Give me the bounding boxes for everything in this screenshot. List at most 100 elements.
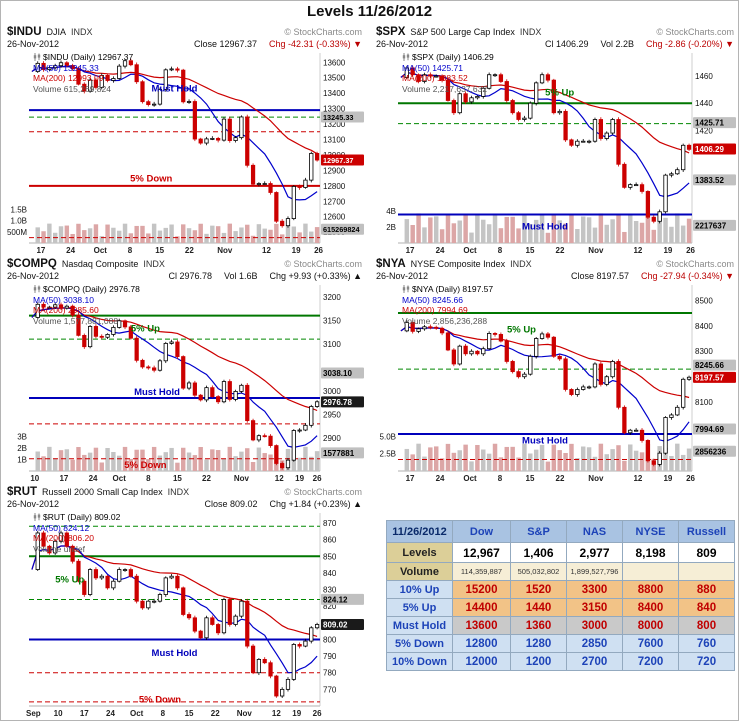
chart-panel-spx: $SPX S&P 500 Large Cap Index INDX © Stoc… bbox=[372, 25, 738, 255]
x-tick: 8 bbox=[161, 709, 166, 718]
chart-canvas: 1360013500134001330013200131001300012900… bbox=[7, 53, 364, 255]
volume-tick: 1B bbox=[17, 455, 27, 464]
chart-panel-indu: $INDU DJIA INDX © StockCharts.com 26-Nov… bbox=[3, 25, 366, 255]
ma50-line bbox=[31, 307, 318, 449]
svg-text:1383.52: 1383.52 bbox=[695, 176, 724, 185]
x-tick: 17 bbox=[80, 709, 89, 718]
x-tick: 8 bbox=[498, 246, 503, 255]
x-tick: 26 bbox=[313, 474, 322, 483]
svg-text:2856236: 2856236 bbox=[695, 447, 727, 456]
svg-text:615269824: 615269824 bbox=[323, 225, 360, 234]
volume-tick: 1.0B bbox=[11, 217, 27, 226]
price-tag: 615269824 bbox=[321, 223, 364, 235]
table-cell: 1,406 bbox=[510, 542, 567, 563]
chart-symbol: $RUT bbox=[7, 486, 38, 498]
table-cell: 1520 bbox=[510, 580, 567, 599]
y-tick: 2900 bbox=[323, 434, 341, 443]
candles bbox=[404, 65, 692, 224]
x-tick: 22 bbox=[211, 709, 220, 718]
chart-title-line: $COMPQ Nasdaq Composite INDX © StockChar… bbox=[7, 258, 362, 271]
chart-title-line: $RUT Russell 2000 Small Cap Index INDX ©… bbox=[7, 486, 362, 499]
svg-text:7994.69: 7994.69 bbox=[695, 425, 724, 434]
table-row: 10% Up 15200 1520 3300 8800 880 bbox=[386, 580, 735, 599]
y-tick: 870 bbox=[323, 519, 337, 528]
x-tick: Nov bbox=[217, 246, 233, 255]
x-tick: 22 bbox=[556, 474, 565, 483]
chart-copyright: © StockCharts.com bbox=[284, 27, 362, 37]
y-tick: 8500 bbox=[695, 296, 713, 305]
chart-quote-line: 26-Nov-2012 Cl 1406.29 Vol 2.2B Chg -2.8… bbox=[376, 39, 734, 51]
chart-header: $RUT Russell 2000 Small Cap Index INDX ©… bbox=[3, 485, 366, 511]
x-tick: Oct bbox=[94, 246, 108, 255]
x-tick: 19 bbox=[663, 246, 672, 255]
chart-canvas: 1460144014204B2B1425.711406.291383.52221… bbox=[386, 53, 736, 255]
chart-canvas: 870860850840830820810800790780770824.128… bbox=[26, 513, 364, 718]
volume-bars bbox=[404, 213, 692, 243]
x-tick: 12 bbox=[633, 246, 642, 255]
table-cell: 800 bbox=[678, 616, 735, 635]
svg-text:824.12: 824.12 bbox=[323, 595, 348, 604]
y-tick: 13500 bbox=[323, 74, 346, 83]
y-tick: 3200 bbox=[323, 293, 341, 302]
x-tick: 8 bbox=[146, 474, 151, 483]
x-tick: 15 bbox=[185, 709, 194, 718]
y-tick: 3000 bbox=[323, 387, 341, 396]
table-cell: 880 bbox=[678, 580, 735, 599]
table-row: 5% Up 14400 1440 3150 8400 840 bbox=[386, 598, 735, 617]
chart-change-value: Chg -2.86 (-0.20%) ▼ bbox=[646, 39, 734, 49]
y-tick: 830 bbox=[323, 586, 337, 595]
table-cell: 1280 bbox=[510, 634, 567, 653]
table-header-col: Dow bbox=[452, 520, 511, 543]
volume-tick: 2B bbox=[386, 223, 396, 232]
y-tick: 3100 bbox=[323, 340, 341, 349]
ma200-line bbox=[400, 326, 690, 399]
y-tick: 13300 bbox=[323, 105, 346, 114]
y-tick: 12900 bbox=[323, 166, 346, 175]
svg-text:8245.66: 8245.66 bbox=[695, 361, 724, 370]
x-tick: 17 bbox=[36, 246, 45, 255]
chart-plot-area: 1360013500134001330013200131001300012900… bbox=[3, 51, 366, 255]
chart-exchange: INDX bbox=[519, 27, 542, 37]
chart-copyright: © StockCharts.com bbox=[284, 487, 362, 497]
table-cell: 2700 bbox=[566, 652, 623, 671]
x-tick: 24 bbox=[106, 709, 115, 718]
table-cell: 840 bbox=[678, 598, 735, 617]
chart-index-name: S&P 500 Large Cap Index bbox=[410, 27, 515, 37]
x-tick: 8 bbox=[128, 246, 133, 255]
price-tag: 3038.10 bbox=[321, 367, 364, 379]
svg-text:1406.29: 1406.29 bbox=[695, 145, 724, 154]
table-cell: 1360 bbox=[510, 616, 567, 635]
chart-canvas: 3200 3150 3100 3000 2950 2900 3B 2B 1B 3038.10 297… bbox=[17, 285, 364, 483]
y-tick: 780 bbox=[323, 669, 337, 678]
table-cell: 720 bbox=[678, 652, 735, 671]
annotation: 5% Down bbox=[139, 694, 181, 705]
y-tick: 2950 bbox=[323, 410, 341, 419]
y-tick: 860 bbox=[323, 536, 337, 545]
chart-canvas: 850084008300810079005.0B2.5B8245.668197.… bbox=[380, 285, 736, 483]
svg-text:8197.57: 8197.57 bbox=[695, 373, 724, 382]
price-tag: 8245.66 bbox=[693, 359, 736, 371]
y-tick: 12600 bbox=[323, 213, 346, 222]
price-tag: 2217637 bbox=[693, 219, 736, 231]
table-cell: 12,967 bbox=[452, 542, 511, 563]
price-tag: 7994.69 bbox=[693, 423, 736, 435]
x-tick: 19 bbox=[663, 474, 672, 483]
x-tick: 15 bbox=[173, 474, 182, 483]
table-cell: 3000 bbox=[566, 616, 623, 635]
chart-close-value: Close 8197.57 bbox=[571, 271, 630, 281]
y-tick: 1420 bbox=[695, 126, 713, 135]
ma50-line bbox=[31, 545, 318, 674]
y-tick: 800 bbox=[323, 635, 337, 644]
chart-plot-area: 1460 1440 1420 4B 2B 1425.71 1406.29 1383.52 221… bbox=[372, 51, 738, 255]
x-tick: 19 bbox=[292, 246, 301, 255]
chart-panel-rut: $RUT Russell 2000 Small Cap Index INDX ©… bbox=[3, 485, 366, 718]
chart-plot-area: 870860850840830820810800790780770824.128… bbox=[3, 511, 366, 718]
volume-tick: 1.5B bbox=[11, 205, 27, 214]
chart-symbol: $INDU bbox=[7, 26, 42, 38]
chart-date: 26-Nov-2012 bbox=[7, 39, 60, 49]
chart-title-line: $SPX S&P 500 Large Cap Index INDX © Stoc… bbox=[376, 26, 734, 39]
table-cell: 3300 bbox=[566, 580, 623, 599]
x-tick: 22 bbox=[202, 474, 211, 483]
x-tick: Oct bbox=[463, 246, 477, 255]
chart-header: $NYA NYSE Composite Index INDX © StockCh… bbox=[372, 257, 738, 283]
